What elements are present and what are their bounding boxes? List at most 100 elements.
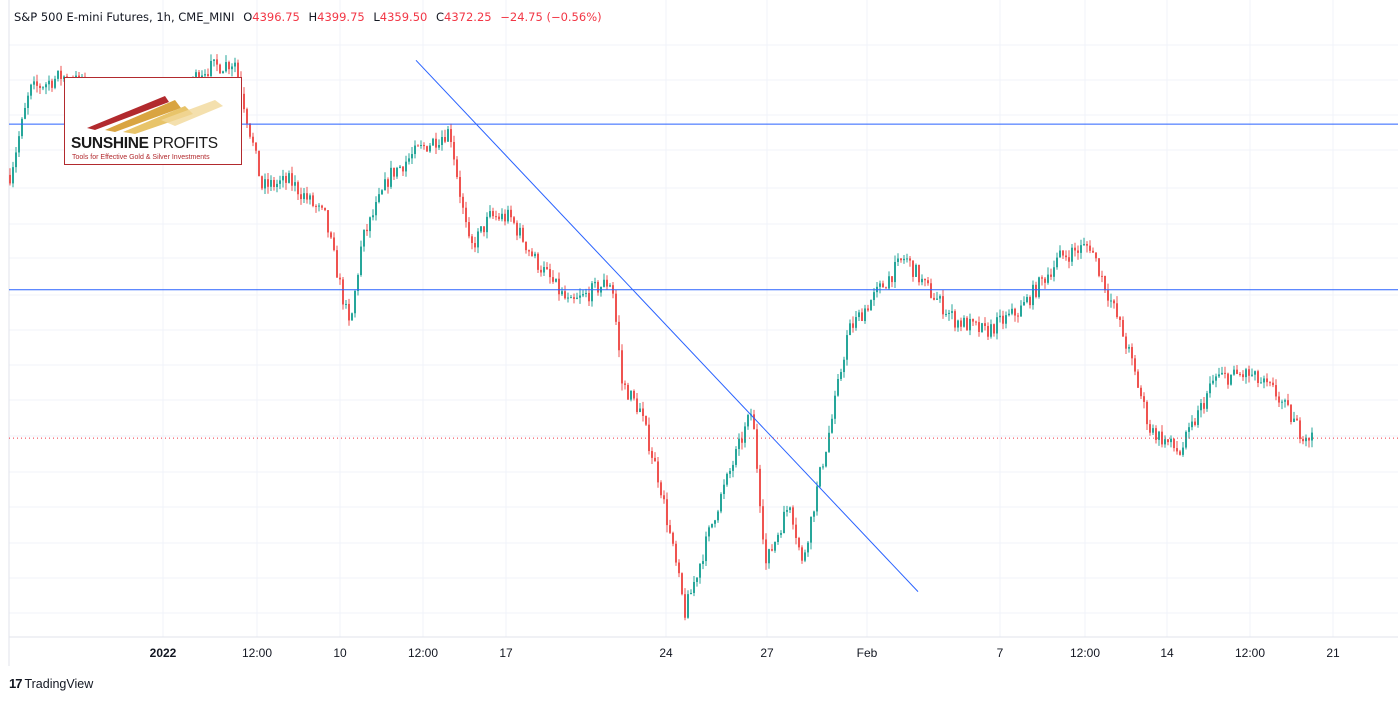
- x-tick-label: 12:00: [1235, 646, 1265, 660]
- x-tick-label: 12:00: [242, 646, 272, 660]
- candle-body: [285, 175, 287, 183]
- candle-body: [942, 296, 944, 315]
- candle-body: [246, 109, 248, 124]
- candle-body: [1056, 257, 1058, 268]
- candle-body: [726, 473, 728, 485]
- candle-body: [735, 449, 737, 465]
- candle-body: [1266, 378, 1268, 383]
- candle-body: [681, 573, 683, 595]
- candle-body: [21, 118, 23, 137]
- candle-body: [867, 308, 869, 311]
- candle-body: [1026, 297, 1028, 303]
- candle-body: [1044, 278, 1046, 283]
- candle-body: [579, 295, 581, 298]
- candle-body: [318, 205, 320, 207]
- candle-body: [1296, 418, 1298, 421]
- candle-body: [15, 152, 17, 168]
- candle-body: [363, 229, 365, 247]
- candle-body: [222, 71, 224, 74]
- candle-body: [1062, 250, 1064, 256]
- candle-body: [447, 129, 449, 142]
- candle-body: [213, 59, 215, 61]
- candle-body: [1284, 400, 1286, 402]
- candle-body: [1311, 432, 1313, 441]
- candle-body: [432, 138, 434, 146]
- candle-body: [24, 107, 26, 119]
- candle-body: [753, 414, 755, 430]
- candle-body: [642, 408, 644, 416]
- logo-tagline: Tools for Effective Gold & Silver Invest…: [72, 154, 210, 161]
- high-value: 4399.75: [317, 10, 365, 24]
- candle-body: [999, 315, 1001, 318]
- candle-body: [498, 216, 500, 220]
- candle-body: [480, 226, 482, 232]
- candle-body: [294, 182, 296, 186]
- candle-body: [858, 312, 860, 318]
- candle-body: [948, 312, 950, 314]
- candle-body: [276, 183, 278, 188]
- candle-body: [234, 62, 236, 67]
- candle-body: [18, 136, 20, 153]
- candle-body: [1095, 252, 1097, 259]
- tradingview-brand[interactable]: 17 TradingView: [9, 676, 93, 691]
- candle-body: [324, 207, 326, 211]
- candle-body: [780, 533, 782, 535]
- candle-body: [828, 432, 830, 452]
- candle-body: [723, 484, 725, 495]
- sun-rays-icon: [87, 96, 223, 134]
- candle-body: [384, 179, 386, 191]
- symbol-legend: S&P 500 E-mini Futures, 1h, CME_MINI O43…: [14, 10, 602, 24]
- candle-body: [1170, 438, 1172, 443]
- candle-body: [1116, 303, 1118, 318]
- candle-body: [621, 350, 623, 384]
- candle-body: [933, 297, 935, 300]
- candle-body: [930, 283, 932, 298]
- sunshine-profits-logo: SUNSHINE PROFITS Tools for Effective Gol…: [64, 77, 242, 165]
- candle-body: [372, 215, 374, 218]
- candle-body: [690, 592, 692, 595]
- candle-body: [255, 142, 257, 151]
- candle-body: [1089, 245, 1091, 251]
- candle-body: [369, 217, 371, 232]
- candle-body: [549, 269, 551, 278]
- candle-body: [645, 415, 647, 425]
- candle-body: [252, 136, 254, 143]
- symbol-title[interactable]: S&P 500 E-mini Futures, 1h, CME_MINI: [14, 10, 235, 24]
- candle-body: [204, 74, 206, 76]
- candle-body: [282, 175, 284, 181]
- candle-body: [1254, 371, 1256, 375]
- candle-body: [42, 87, 44, 89]
- candle-body: [1242, 374, 1244, 378]
- candle-body: [279, 180, 281, 184]
- candle-body: [381, 190, 383, 195]
- x-tick-label: 7: [997, 646, 1004, 660]
- candle-body: [969, 318, 971, 331]
- candle-body: [522, 227, 524, 242]
- candle-body: [822, 466, 824, 468]
- candle-body: [1275, 385, 1277, 397]
- candle-body: [1146, 401, 1148, 425]
- candle-body: [375, 201, 377, 216]
- candle-body: [1050, 274, 1052, 277]
- candle-body: [207, 74, 209, 76]
- candle-body: [987, 325, 989, 337]
- candle-body: [975, 321, 977, 323]
- candle-body: [360, 246, 362, 276]
- candle-body: [993, 324, 995, 334]
- candle-body: [504, 213, 506, 222]
- candle-body: [273, 179, 275, 188]
- candle-body: [705, 536, 707, 562]
- candle-body: [345, 303, 347, 305]
- candle-body: [951, 311, 953, 313]
- candle-body: [810, 516, 812, 543]
- candle-body: [783, 511, 785, 534]
- candle-body: [468, 222, 470, 237]
- candle-body: [1008, 313, 1010, 316]
- candle-body: [1227, 373, 1229, 385]
- candle-body: [966, 317, 968, 331]
- candle-body: [1011, 308, 1013, 314]
- candle-body: [1197, 410, 1199, 425]
- candle-body: [558, 278, 560, 295]
- candle-body: [1020, 305, 1022, 317]
